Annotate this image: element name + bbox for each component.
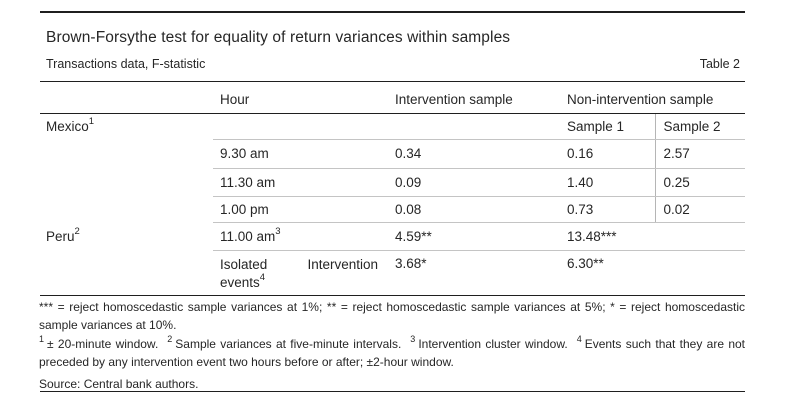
subheader-row-mexico: Mexico1 Sample 1 Sample 2	[40, 113, 746, 140]
empty-cell	[40, 196, 213, 222]
footnote-marker: 3	[275, 226, 281, 237]
cell-hour: 1.00 pm	[213, 196, 388, 223]
subcolumn-header-sample2: Sample 2	[655, 113, 746, 140]
cell-hour: Isolated Intervention events4	[220, 256, 378, 290]
cell-sample1: 1.40	[560, 168, 656, 197]
empty-cell	[40, 168, 213, 196]
header-rule	[40, 81, 745, 82]
column-header-non-intervention-sample: Non-intervention sample	[560, 83, 746, 114]
subtitle-row: Transactions data, F-statistic Table 2	[46, 57, 740, 71]
footnote-marker: 1	[88, 116, 95, 128]
cell-sample2: 0.02	[655, 196, 746, 223]
cell-intervention: 0.34	[388, 139, 560, 169]
cell-sample2: 0.25	[655, 168, 746, 197]
footnotes-block: *** = reject homoscedastic sample varian…	[39, 299, 745, 394]
column-header-intervention-sample: Intervention sample	[388, 83, 560, 114]
table-row-isolated-events: Isolated Intervention events4 3.68* 6.30…	[40, 250, 745, 295]
page-title: Brown-Forsythe test for equality of retu…	[46, 29, 511, 46]
footnote-marker: 1	[39, 334, 45, 344]
source-line: Source: Central bank authors.	[39, 377, 199, 391]
cell-sample1: 0.16	[560, 139, 656, 169]
group-label-peru: Peru2	[46, 226, 80, 244]
top-rule	[40, 11, 745, 13]
empty-cell	[40, 139, 213, 168]
cell-intervention: 0.09	[388, 168, 560, 197]
column-header-hour: Hour	[213, 83, 388, 114]
table-header-row: Hour Intervention sample Non-interventio…	[40, 83, 746, 114]
header-spacer-cell	[40, 83, 213, 114]
cell-hour: 11.30 am	[213, 168, 388, 197]
table-row: 1.00 pm 0.08 0.73 0.02	[40, 196, 746, 223]
cell-hour: 9.30 am	[213, 139, 388, 169]
footnote-significance: *** = reject homoscedastic sample varian…	[39, 300, 745, 332]
bottom-rule	[40, 391, 745, 392]
table-subtitle: Transactions data, F-statistic	[46, 57, 206, 71]
empty-cell	[40, 250, 213, 295]
table-number-label: Table 2	[699, 57, 740, 71]
group-label-mexico: Mexico1	[46, 116, 95, 134]
cell-non-intervention: 13.48***	[560, 222, 746, 251]
footnote-marker: 2	[74, 226, 80, 237]
empty-cell	[213, 113, 388, 140]
footnote-marker: 3	[410, 334, 416, 344]
cell-intervention: 3.68*	[395, 255, 427, 271]
footnote-marker: 4	[259, 272, 266, 283]
subcolumn-header-sample1: Sample 1	[560, 113, 656, 140]
table-row: 9.30 am 0.34 0.16 2.57	[40, 139, 746, 169]
footnote-marker: 2	[167, 334, 173, 344]
table-row-peru: Peru2 11.00 am3 4.59** 13.48***	[40, 222, 746, 251]
footnote-marker: 4	[576, 334, 582, 344]
cell-intervention: 4.59**	[388, 222, 560, 251]
cell-hour: 11.00 am3	[213, 222, 388, 251]
empty-cell	[388, 113, 560, 140]
footnote-numbered: 1 ± 20-minute window. 2 Sample variances at…	[39, 334, 746, 369]
brown-forsythe-table: Hour Intervention sample Non-interventio…	[40, 83, 746, 296]
table-row: 11.30 am 0.09 1.40 0.25	[40, 168, 746, 197]
cell-sample1: 0.73	[560, 196, 656, 223]
cell-non-intervention: 6.30**	[567, 255, 604, 271]
cell-sample2: 2.57	[655, 139, 746, 169]
cell-intervention: 0.08	[388, 196, 560, 223]
